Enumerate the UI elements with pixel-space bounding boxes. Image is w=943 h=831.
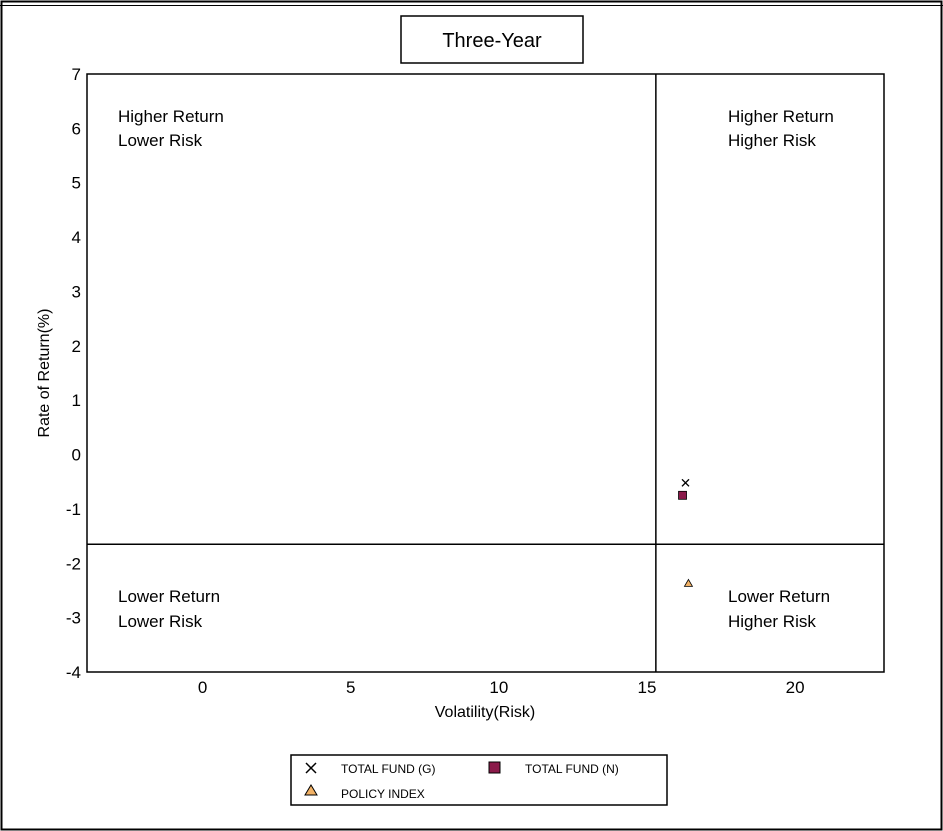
data-points	[678, 478, 694, 587]
legend-box	[290, 754, 668, 806]
legend-label-policy-index: POLICY INDEX	[341, 787, 425, 801]
chart-title: Three-Year	[442, 30, 542, 52]
quadrant-label-bottom-left-2: Lower Risk	[118, 612, 203, 631]
x-axis-ticks: 0 5 10 15 20	[198, 678, 805, 697]
y-tick-label: 6	[72, 119, 81, 138]
quadrant-label-top-left-2: Lower Risk	[118, 131, 203, 150]
y-tick-label: 1	[72, 391, 81, 410]
legend-marker-x	[305, 762, 317, 774]
y-tick-label: 0	[72, 446, 81, 465]
quadrant-label-top-left-1: Higher Return	[118, 107, 224, 126]
legend-item-policy-index: POLICY INDEX	[304, 784, 425, 801]
y-tick-label: -3	[66, 609, 81, 628]
x-tick-label: 0	[198, 678, 207, 697]
quadrant-label-bottom-right-1: Lower Return	[728, 587, 830, 606]
y-tick-label: -1	[66, 500, 81, 519]
x-tick-label: 20	[786, 678, 805, 697]
x-tick-label: 10	[489, 678, 508, 697]
y-tick-label: 2	[72, 337, 81, 356]
y-tick-label: 7	[72, 65, 81, 84]
legend-marker-triangle	[304, 784, 318, 796]
y-axis-label: Rate of Return(%)	[36, 309, 53, 438]
x-tick-label: 15	[638, 678, 657, 697]
quadrant-label-bottom-left-1: Lower Return	[118, 587, 220, 606]
y-tick-label: 4	[72, 228, 81, 247]
y-tick-label: 3	[72, 282, 81, 301]
data-point-total-fund-n	[678, 490, 687, 500]
legend-label-total-fund-n: TOTAL FUND (N)	[525, 762, 619, 776]
legend-item-total-fund-g: TOTAL FUND (G)	[305, 762, 435, 776]
x-axis-label: Volatility(Risk)	[435, 704, 535, 721]
y-tick-label: 5	[72, 174, 81, 193]
quadrant-label-bottom-right-2: Higher Risk	[728, 612, 816, 631]
y-axis-ticks: 7 6 5 4 3 2 1 0 -1 -2 -3 -4	[66, 65, 81, 682]
y-tick-label: -2	[66, 554, 81, 573]
data-point-total-fund-g	[681, 478, 690, 487]
quadrant-label-top-right-1: Higher Return	[728, 107, 834, 126]
legend-label-total-fund-g: TOTAL FUND (G)	[341, 762, 435, 776]
legend-item-total-fund-n: TOTAL FUND (N)	[488, 761, 619, 776]
plot-area	[86, 73, 885, 673]
y-tick-label: -4	[66, 663, 81, 682]
data-point-policy-index	[683, 578, 694, 587]
x-tick-label: 5	[346, 678, 355, 697]
legend-marker-square	[488, 761, 501, 774]
title-box	[400, 15, 584, 64]
quadrant-label-top-right-2: Higher Risk	[728, 131, 816, 150]
